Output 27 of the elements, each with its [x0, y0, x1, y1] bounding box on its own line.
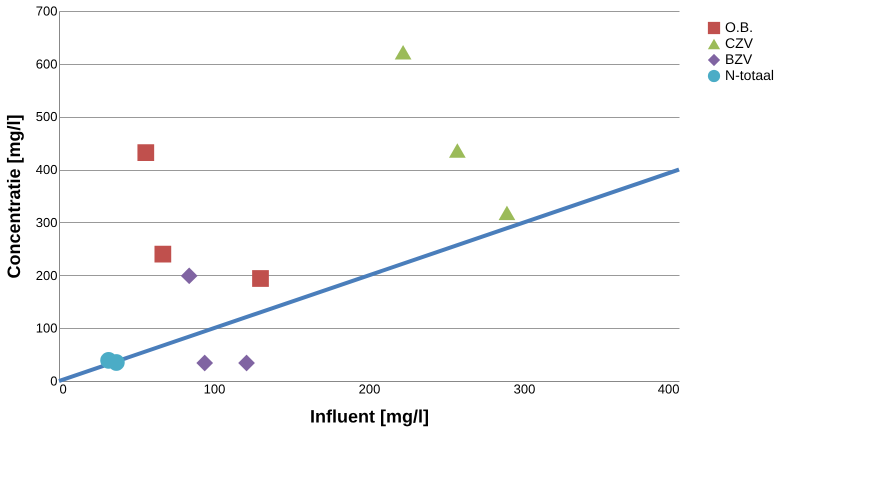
y-axis-title: Concentratie [mg/l]	[4, 114, 24, 279]
legend-label: BZV	[725, 51, 753, 67]
point	[180, 267, 198, 284]
point	[394, 44, 412, 60]
point	[154, 246, 172, 263]
y-tick-label: 700	[36, 4, 58, 18]
legend-label: N-totaal	[725, 67, 774, 83]
x-tick-label: 200	[358, 382, 380, 396]
legend-label: O.B.	[725, 19, 754, 35]
point	[498, 206, 516, 220]
x-axis-title: Influent [mg/l]	[310, 406, 429, 426]
point	[137, 144, 154, 162]
y-tick-label: 100	[36, 320, 58, 336]
y-tick-label: 500	[36, 109, 58, 124]
point	[252, 270, 269, 287]
x-tick-label: 300	[514, 382, 536, 396]
point	[196, 354, 214, 372]
x-tick-label: 0	[60, 382, 67, 396]
y-tick-label: 300	[36, 214, 58, 230]
point	[448, 143, 466, 158]
point	[238, 354, 255, 372]
y-tick-label: 400	[36, 162, 58, 178]
x-tick-label: 100	[204, 382, 226, 396]
x-tick-label: 400	[658, 382, 680, 396]
legend-label: CZV	[725, 35, 754, 51]
y-tick-label: 600	[36, 56, 58, 72]
y-tick-label: 200	[36, 268, 58, 283]
